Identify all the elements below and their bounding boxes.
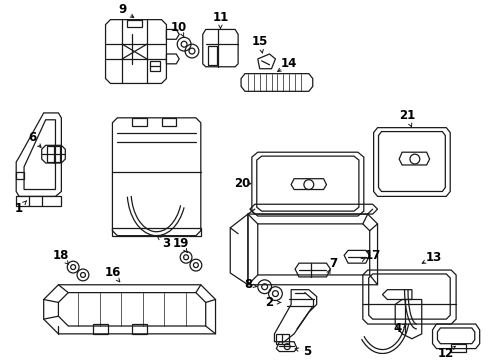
Text: 10: 10: [171, 21, 187, 34]
Text: 12: 12: [437, 347, 453, 360]
Text: 21: 21: [398, 109, 414, 122]
Text: 15: 15: [251, 35, 267, 48]
Text: 11: 11: [212, 11, 228, 24]
Text: 5: 5: [302, 345, 310, 358]
Text: 16: 16: [104, 266, 121, 279]
Text: 20: 20: [233, 177, 250, 190]
Text: 7: 7: [328, 257, 337, 270]
Text: 19: 19: [173, 237, 189, 250]
Text: 9: 9: [118, 3, 126, 16]
Text: 2: 2: [265, 296, 273, 309]
Text: 18: 18: [52, 249, 68, 262]
Text: 6: 6: [28, 131, 36, 144]
Text: 14: 14: [281, 57, 297, 70]
Text: 4: 4: [392, 323, 401, 336]
Text: 3: 3: [162, 237, 170, 250]
Text: 8: 8: [244, 278, 251, 291]
Text: 1: 1: [15, 202, 23, 215]
Text: 13: 13: [425, 251, 441, 264]
Text: 17: 17: [364, 249, 380, 262]
